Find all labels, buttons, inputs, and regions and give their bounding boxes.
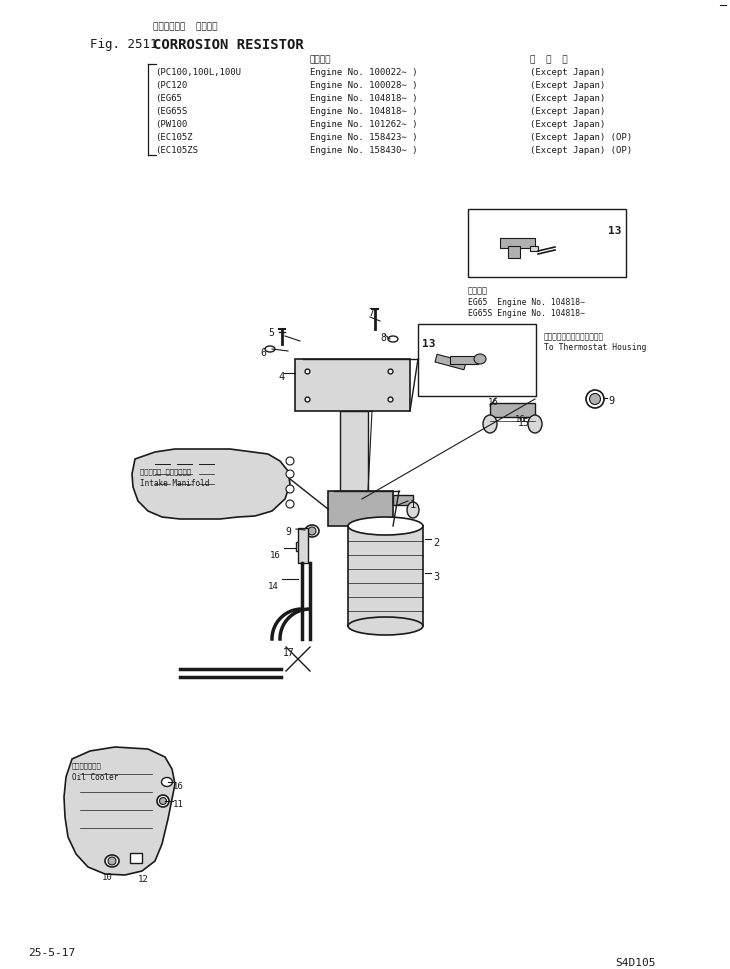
Ellipse shape [474,355,486,364]
Text: Engine No. 101262∼ ): Engine No. 101262∼ ) [310,120,418,129]
Text: Intake Manifold: Intake Manifold [140,479,210,487]
Text: (EC105ZS: (EC105ZS [155,146,198,155]
Ellipse shape [161,778,172,787]
Text: (EC105Z: (EC105Z [155,133,193,141]
Text: 10: 10 [102,872,112,881]
Text: (Except Japan): (Except Japan) [530,120,605,129]
Text: 適用範囲: 適用範囲 [468,286,488,295]
Text: 1: 1 [410,499,416,510]
Text: サーモスタットハウジングへ: サーモスタットハウジングへ [544,331,604,341]
Bar [508,247,520,259]
Text: Oil Cooler: Oil Cooler [72,772,118,781]
Text: 15: 15 [518,418,530,427]
Bar [348,526,423,626]
Text: S4D105: S4D105 [615,957,656,967]
Text: 5: 5 [268,328,274,337]
Text: Engine No. 104818∼ ): Engine No. 104818∼ ) [310,107,418,116]
Text: 7: 7 [368,308,374,318]
Text: (Except Japan): (Except Japan) [530,68,605,77]
Text: CORROSION RESISTOR: CORROSION RESISTOR [153,38,304,52]
Polygon shape [132,450,290,519]
Text: (Except Japan) (OP): (Except Japan) (OP) [530,146,632,155]
Text: 6: 6 [260,348,266,358]
Text: 11: 11 [173,799,184,808]
Ellipse shape [157,796,169,807]
Text: To Thermostat Housing: To Thermostat Housing [544,343,646,352]
Bar [328,491,393,526]
Text: Engine No. 158430∼ ): Engine No. 158430∼ ) [310,146,418,155]
Bar [298,528,308,563]
Bar [296,543,306,551]
Text: (Except Japan): (Except Japan) [530,81,605,90]
Text: EG65  Engine No. 104818∼: EG65 Engine No. 104818∼ [468,297,585,306]
Ellipse shape [407,503,419,518]
Ellipse shape [590,394,601,405]
Bar [130,853,142,863]
Ellipse shape [308,527,316,536]
Text: 9: 9 [285,526,291,537]
Text: (PC100,100L,100U: (PC100,100L,100U [155,68,241,77]
Text: 8: 8 [380,332,386,343]
Bar [435,355,466,370]
Text: コロージョン  レジスタ: コロージョン レジスタ [153,22,218,31]
Text: Fig. 2511: Fig. 2511 [90,38,158,51]
Text: (Except Japan): (Except Japan) [530,94,605,103]
Bar [340,412,368,491]
Text: 適用号機: 適用号機 [310,55,331,64]
Ellipse shape [286,500,294,509]
Text: (PC120: (PC120 [155,81,188,90]
Bar [450,357,478,364]
Bar [530,247,538,252]
Text: 12: 12 [138,874,149,883]
Text: 14: 14 [268,581,279,590]
Text: (PW100: (PW100 [155,120,188,129]
Text: 16: 16 [173,781,184,790]
Bar [500,238,535,249]
Text: EG65S Engine No. 104818∼: EG65S Engine No. 104818∼ [468,309,585,318]
Text: 25-5-17: 25-5-17 [28,947,75,957]
Ellipse shape [286,471,294,479]
Text: (EG65S: (EG65S [155,107,188,116]
Text: 13: 13 [422,338,436,349]
Ellipse shape [528,416,542,433]
Ellipse shape [286,457,294,465]
Bar [295,359,410,412]
Ellipse shape [348,617,423,636]
Ellipse shape [388,336,398,343]
Text: インテーク マニホールド: インテーク マニホールド [140,467,191,474]
Text: 16: 16 [488,397,499,407]
Text: 9: 9 [608,395,614,406]
Ellipse shape [286,485,294,493]
Text: 16: 16 [270,550,281,559]
Text: 17: 17 [283,647,295,657]
Ellipse shape [586,391,604,409]
Text: Engine No. 104818∼ ): Engine No. 104818∼ ) [310,94,418,103]
Ellipse shape [483,416,497,433]
Text: Engine No. 100028∼ ): Engine No. 100028∼ ) [310,81,418,90]
Ellipse shape [108,858,116,865]
Bar [393,495,413,506]
Bar [468,209,626,278]
Text: Engine No. 100022∼ ): Engine No. 100022∼ ) [310,68,418,77]
Text: (Except Japan): (Except Japan) [530,107,605,116]
Text: 2: 2 [433,538,439,547]
Text: 16: 16 [515,415,526,423]
Text: 3: 3 [433,572,439,581]
Ellipse shape [305,525,319,538]
Bar [418,325,536,396]
Text: 13: 13 [608,226,621,235]
Text: オイルクーラー: オイルクーラー [72,762,101,767]
Text: (EG65: (EG65 [155,94,182,103]
Ellipse shape [265,347,275,353]
Ellipse shape [348,517,423,536]
Ellipse shape [105,855,119,867]
Polygon shape [64,747,175,875]
Text: Engine No. 158423∼ ): Engine No. 158423∼ ) [310,133,418,141]
Bar [490,403,535,418]
Text: (Except Japan) (OP): (Except Japan) (OP) [530,133,632,141]
Text: 海  外  仕: 海 外 仕 [530,55,568,64]
Ellipse shape [159,797,166,804]
Text: 4: 4 [278,372,284,382]
